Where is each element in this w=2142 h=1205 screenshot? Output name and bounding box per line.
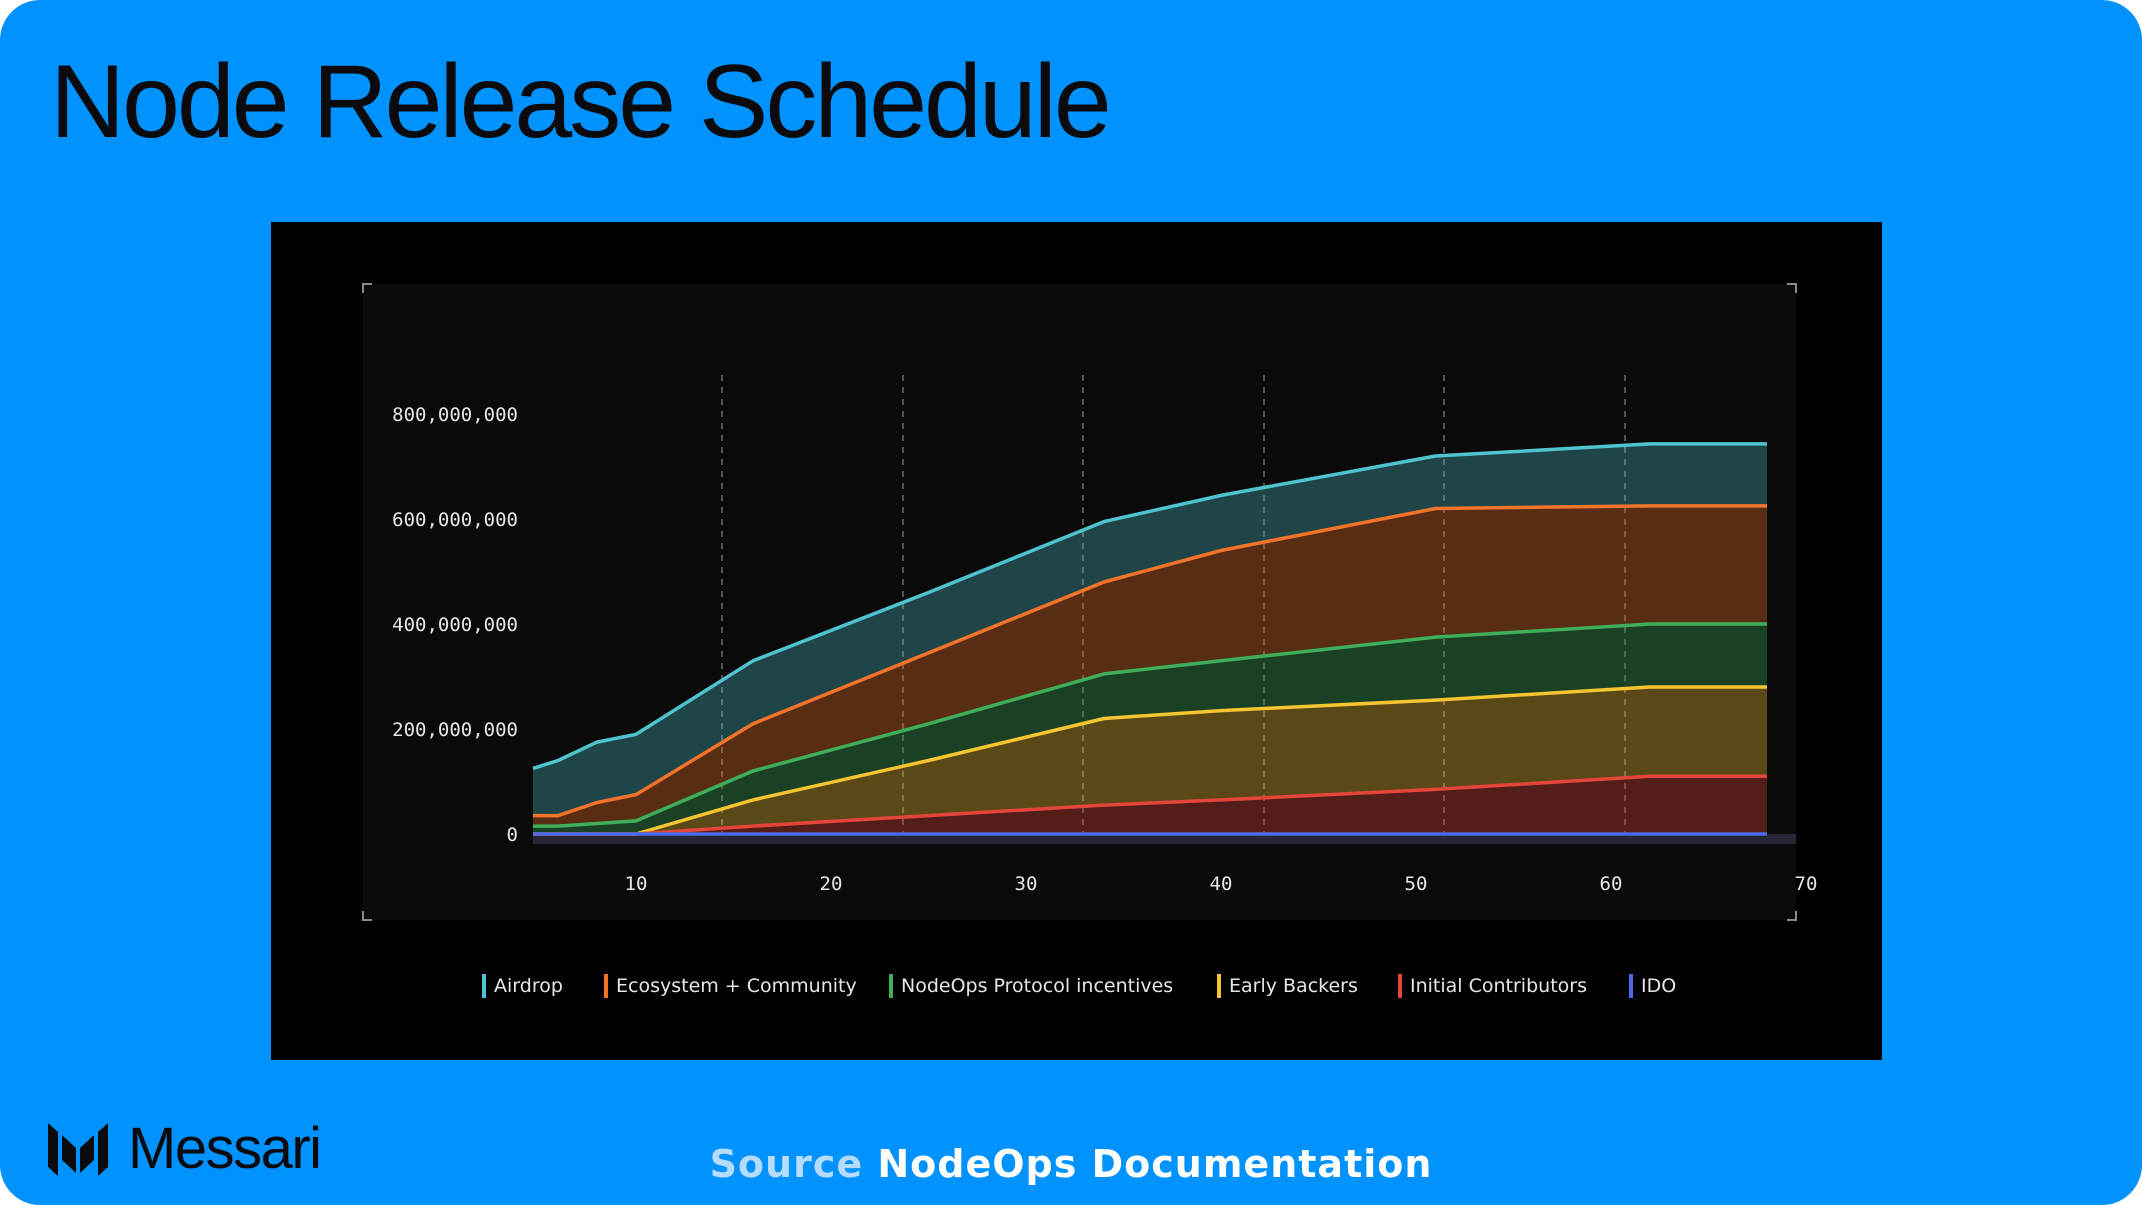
legend-swatch (482, 974, 486, 998)
y-tick-label: 0 (507, 824, 518, 846)
area-early-backers (533, 687, 1767, 834)
line-airdrop (532, 442, 1767, 771)
legend-label: Airdrop (494, 975, 563, 997)
legend-label: Early Backers (1229, 975, 1358, 997)
source-label: Source (709, 1142, 864, 1186)
legend-swatch (1217, 974, 1221, 998)
legend-swatch (1629, 974, 1633, 998)
x-tick-label: 30 (1015, 873, 1038, 895)
page-title: Node Release Schedule (50, 44, 1112, 160)
legend-label: IDO (1641, 975, 1676, 997)
legend-label: Initial Contributors (1410, 975, 1587, 997)
y-tick-label: 200,000,000 (392, 719, 518, 741)
y-tick-label: 400,000,000 (392, 614, 518, 636)
legend-swatch (604, 974, 608, 998)
frame-corner (362, 283, 372, 293)
brand-name: Messari (128, 1115, 322, 1181)
legend-swatch (889, 974, 893, 998)
line-nodeops-protocol-incentives (533, 622, 1767, 828)
messari-logo-icon (48, 1123, 108, 1176)
legend-label: NodeOps Protocol incentives (901, 975, 1173, 997)
legend-swatch (1398, 974, 1402, 998)
frame-corner (1787, 283, 1797, 293)
x-tick-label: 50 (1405, 873, 1428, 895)
release-schedule-chart: 800,000,000 600,000,000 400,000,000 200,000… (362, 283, 1818, 998)
source-value: NodeOps Documentation (877, 1142, 1433, 1186)
line-ecosystem-community (533, 504, 1767, 818)
frame-corner (1787, 911, 1797, 921)
legend-label: Ecosystem + Community (616, 975, 857, 997)
chart-panel: 800,000,000 600,000,000 400,000,000 200,000… (271, 222, 1882, 1060)
area-airdrop (533, 443, 1767, 816)
frame-corner (362, 911, 372, 921)
source-caption: Source NodeOps Documentation (0, 1142, 2142, 1186)
x-tick-label: 40 (1210, 873, 1233, 895)
area-initial-contributors (533, 776, 1767, 834)
x-tick-label: 20 (820, 873, 843, 895)
area-nodeops-protocol-incentives (533, 624, 1767, 834)
plot-background (363, 284, 1796, 920)
ido-base-band (533, 834, 1796, 844)
x-tick-label: 70 (1795, 873, 1818, 895)
y-tick-label: 800,000,000 (392, 404, 518, 426)
brand-logo: Messari (48, 1116, 322, 1181)
x-tick-label: 10 (625, 873, 648, 895)
x-tick-label: 60 (1600, 873, 1623, 895)
y-tick-label: 600,000,000 (392, 509, 518, 531)
